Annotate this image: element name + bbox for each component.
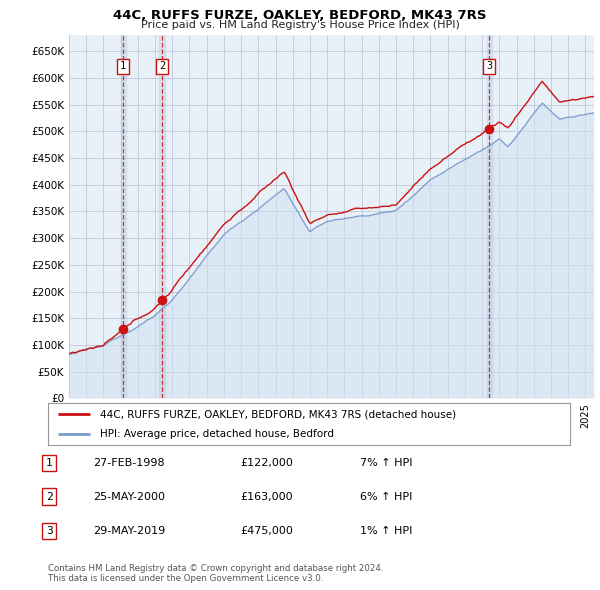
Text: 25-MAY-2000: 25-MAY-2000 <box>93 492 165 502</box>
Text: 29-MAY-2019: 29-MAY-2019 <box>93 526 165 536</box>
Bar <box>121 35 126 398</box>
Text: Contains HM Land Registry data © Crown copyright and database right 2024.
This d: Contains HM Land Registry data © Crown c… <box>48 563 383 583</box>
Text: 6% ↑ HPI: 6% ↑ HPI <box>360 492 412 502</box>
Text: 27-FEB-1998: 27-FEB-1998 <box>93 458 164 468</box>
Text: 3: 3 <box>46 526 53 536</box>
Text: 1: 1 <box>46 458 53 468</box>
Text: HPI: Average price, detached house, Bedford: HPI: Average price, detached house, Bedf… <box>100 429 334 439</box>
Text: 2: 2 <box>159 61 165 71</box>
Text: £475,000: £475,000 <box>240 526 293 536</box>
Text: £163,000: £163,000 <box>240 492 293 502</box>
Bar <box>487 35 492 398</box>
Text: 2: 2 <box>46 492 53 502</box>
Text: 1% ↑ HPI: 1% ↑ HPI <box>360 526 412 536</box>
Text: 44C, RUFFS FURZE, OAKLEY, BEDFORD, MK43 7RS (detached house): 44C, RUFFS FURZE, OAKLEY, BEDFORD, MK43 … <box>100 409 457 419</box>
Text: 7% ↑ HPI: 7% ↑ HPI <box>360 458 413 468</box>
Text: £122,000: £122,000 <box>240 458 293 468</box>
Bar <box>160 35 164 398</box>
Text: Price paid vs. HM Land Registry's House Price Index (HPI): Price paid vs. HM Land Registry's House … <box>140 20 460 30</box>
Text: 44C, RUFFS FURZE, OAKLEY, BEDFORD, MK43 7RS: 44C, RUFFS FURZE, OAKLEY, BEDFORD, MK43 … <box>113 9 487 22</box>
Text: 3: 3 <box>486 61 492 71</box>
Text: 1: 1 <box>120 61 127 71</box>
